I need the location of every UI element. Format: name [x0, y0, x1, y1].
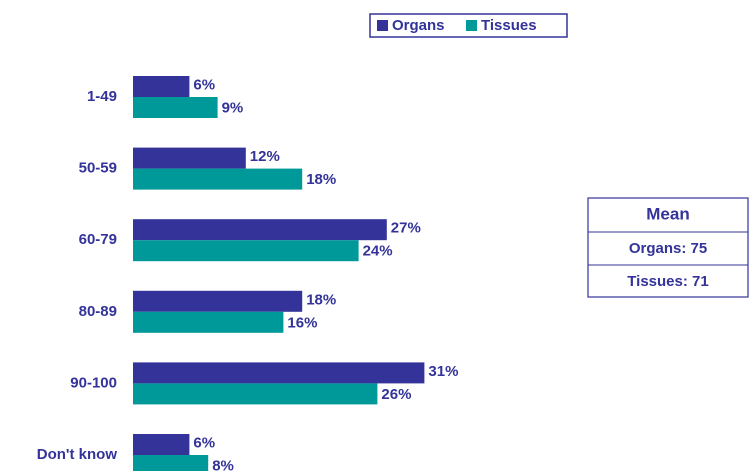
y-tick-label: 80-89: [79, 303, 117, 320]
value-label: 8%: [212, 457, 234, 471]
bar: [133, 455, 209, 471]
value-label: 16%: [287, 314, 317, 331]
value-label: 18%: [306, 171, 336, 188]
legend-label: Organs: [392, 17, 445, 34]
mean-box: [587, 197, 749, 298]
value-label: 24%: [363, 243, 393, 260]
value-label: 12%: [250, 148, 280, 165]
mean-line: Organs: 75: [629, 240, 707, 257]
mean-line: Tissues: 71: [627, 273, 708, 290]
mean-title: Mean: [646, 204, 689, 223]
y-tick-label: Don't know: [37, 446, 118, 463]
legend-label: Tissues: [481, 17, 537, 34]
value-label: 6%: [193, 434, 215, 451]
y-tick-label: 50-59: [79, 160, 117, 177]
bar: [133, 76, 190, 97]
bar: [133, 311, 284, 333]
value-label: 9%: [222, 99, 244, 116]
bar: [133, 383, 378, 405]
y-tick-label: 1-49: [87, 88, 117, 105]
legend-swatch: [466, 20, 477, 31]
value-label: 31%: [428, 363, 458, 380]
value-label: 26%: [381, 386, 411, 403]
bar: [133, 168, 303, 190]
bar: [133, 290, 303, 312]
bar: [133, 434, 190, 455]
y-tick-label: 60-79: [79, 231, 117, 248]
bar: [133, 240, 359, 262]
legend-swatch: [377, 20, 388, 31]
bar: [133, 219, 387, 241]
value-label: 27%: [391, 220, 421, 237]
bar: [133, 147, 246, 169]
value-label: 18%: [306, 291, 336, 308]
value-label: 6%: [193, 76, 215, 93]
y-tick-label: 90-100: [70, 374, 117, 391]
bar: [133, 362, 425, 384]
bar: [133, 97, 218, 118]
